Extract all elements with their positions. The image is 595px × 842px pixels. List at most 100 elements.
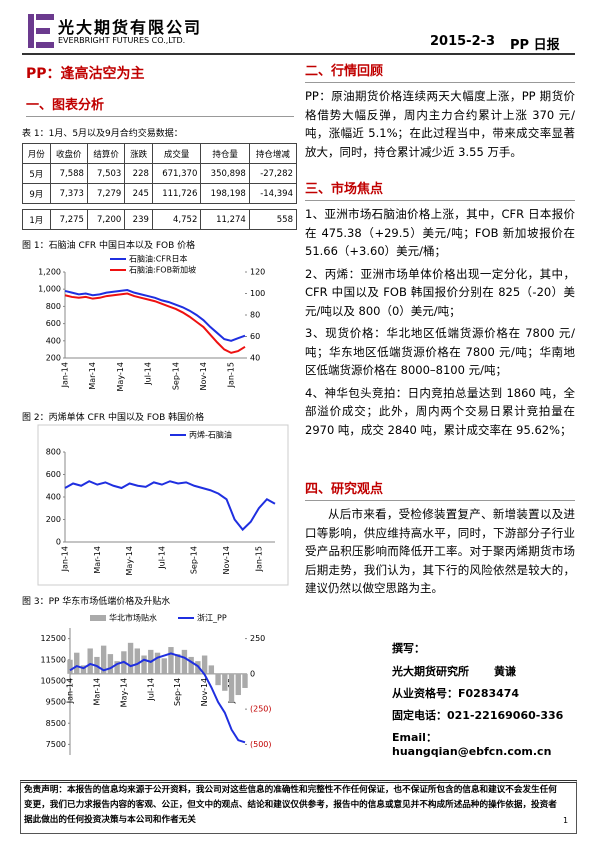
section-heading: 三、市场焦点: [305, 178, 575, 201]
legend-swatch: [90, 615, 106, 621]
bar: [114, 661, 120, 674]
x-tick-label: Jul-14: [157, 546, 166, 570]
x-tick-label: Nov-14: [200, 678, 209, 706]
table-cell: 7,275: [49, 209, 88, 230]
bar: [100, 645, 107, 674]
table-cell: 350,898: [200, 163, 250, 184]
x-tick-label: Mar-14: [92, 678, 101, 706]
y-tick-label: 0: [56, 538, 61, 547]
company: 光大期货有限公司: [58, 18, 203, 37]
bar: [235, 673, 241, 696]
paragraph: PP：原油期货价格连续两天大幅度上涨，PP 期货价格借势大幅反弹，周内主力合约累…: [305, 89, 575, 159]
paragraph: 1、亚洲市场石脑油价格上涨，其中，CFR 日本报价在 475.38（+29.5）…: [305, 207, 575, 258]
bar: [74, 652, 80, 674]
x-tick-label: May-14: [125, 546, 134, 575]
table-cell: 7,279: [86, 183, 126, 204]
author-phone: 固定电话：021-22169060-336: [392, 709, 564, 722]
section-heading: 四、研究观点: [305, 478, 575, 501]
table-cell: 9月: [22, 183, 51, 204]
paragraph: 4、神华包头竞拍：日内竞拍总量达到 1860 吨，全部溢价成交；此外，周内两个交…: [305, 385, 575, 437]
author-license: 从业资格号：F0283474: [392, 687, 520, 700]
author-name: 黄谦: [494, 665, 516, 678]
table-cell: 558: [248, 209, 298, 230]
legend-label: 石脑油:CFR日本: [129, 254, 187, 264]
y2-tick-label: 40: [250, 354, 260, 363]
table-cell: 月份: [22, 143, 51, 164]
figure-caption: 图 3：PP 华东市场低端价格及升贴水: [22, 597, 171, 607]
y-tick-label: 7500: [46, 740, 66, 749]
y-tick-label: 12500: [41, 634, 66, 643]
bar: [215, 673, 221, 686]
table-row: 5月 7,588 7,503 228 671,370 350,898 -27,282: [22, 163, 298, 184]
table-cell: 7,200: [86, 209, 126, 230]
y-tick-label: 8500: [46, 719, 66, 728]
x-tick-label: Jan-15: [227, 362, 236, 388]
data-table: 月份 收盘价 结算价 涨跌 成交量 持仓量 持仓增减 5月 7,588 7,503 228 671,3…: [22, 143, 298, 230]
disclaimer: 免责声明：本报告的信息均来源于公开资料，我公司对这些信息的准确性和完整性不作任何…: [24, 785, 557, 825]
table-cell: 11,274: [200, 209, 250, 230]
table-cell: 4,752: [151, 209, 202, 230]
table-cell: 7,503: [86, 163, 126, 184]
x-tick-label: Mar-14: [88, 362, 97, 390]
y-tick-label: 800: [46, 448, 61, 457]
y-tick-label: 800: [46, 302, 61, 311]
footer-frame: [20, 780, 577, 834]
table-cell: 持仓增减: [248, 143, 298, 164]
table-cell: 671,370: [151, 163, 202, 184]
table-cell: 7,373: [49, 183, 88, 204]
y2-tick-label: 120: [250, 268, 265, 277]
table-cell: 228: [124, 163, 153, 184]
y-tick-label: 1,200: [38, 268, 61, 277]
bar: [228, 673, 235, 703]
page-number: 1: [563, 816, 569, 825]
y-tick-label: 400: [46, 493, 61, 502]
legend-label: 华北市场贴水: [109, 613, 157, 623]
y2-tick-label: (500): [250, 740, 272, 749]
bar: [107, 654, 114, 674]
section: 四、研究观点从后市来看，受检修装置复产、新增装置以及进口等影响，供应维持高水平，…: [305, 478, 575, 598]
logo-icon: [28, 14, 54, 48]
paragraph: 3、现货价格：华北地区低端货源价格在 7800 元/吨；华东地区低端货源价格在 …: [305, 326, 575, 377]
x-tick-label: Jul-14: [146, 678, 155, 702]
table-cell: 7,588: [49, 163, 88, 184]
bar: [161, 658, 167, 674]
chart: 0 200 400 600 800 Jan-14 Mar-14 May-14 Jul-14 Sep…: [37, 424, 289, 586]
x-tick-label: Jan-14: [61, 362, 70, 388]
table-cell: 1月: [22, 209, 51, 230]
bar: [168, 647, 174, 674]
table-cell: -27,282: [248, 163, 298, 184]
table-cell: 111,726: [151, 183, 202, 204]
table-cell: 成交量: [151, 143, 202, 164]
company-en: EVERBRIGHT FUTURES CO.,LTD.: [58, 36, 186, 45]
table-row: 9月 7,373 7,279 245 111,726 198,198 -14,394: [22, 183, 298, 204]
figure-caption: 图 1：石脑油 CFR 中国日本以及 FOB 价格: [22, 241, 196, 251]
paragraph: 2、丙烯：亚洲市场单体价格出现一定分化，其中，CFR 中国以及 FOB 韩国报价…: [305, 266, 575, 318]
table-cell: 涨跌: [124, 143, 153, 164]
x-tick-label: Mar-14: [93, 546, 102, 574]
bar: [242, 673, 248, 688]
author-institute: 光大期货研究所: [392, 665, 469, 678]
table-cell: 5月: [22, 163, 51, 184]
bar: [154, 652, 161, 674]
figure-caption: 图 2：丙烯单体 CFR 中国以及 FOB 韩国价格: [22, 413, 205, 423]
x-tick-label: May-14: [116, 362, 125, 391]
y2-tick-label: (250): [250, 705, 272, 714]
table-cell: 198,198: [200, 183, 250, 204]
x-tick-label: Nov-14: [199, 362, 208, 390]
table-caption: 表 1：1月、5月以及9月合约交易数据：: [22, 129, 183, 139]
x-tick-label: Nov-14: [222, 546, 231, 574]
y2-tick-label: 100: [250, 289, 265, 298]
chart: 200 400 600 800 1,000 1,200 40 60 80 100 120 Jan-14…: [38, 254, 265, 392]
y-tick-label: 10500: [41, 676, 66, 685]
y-tick-label: 9500: [46, 698, 66, 707]
y2-tick-label: 60: [250, 332, 260, 341]
bar: [67, 659, 73, 674]
author-label: 撰写：: [392, 642, 425, 655]
report-name: PP 日报: [510, 38, 560, 53]
bar: [188, 656, 194, 674]
y2-tick-label: 0: [250, 669, 255, 678]
y2-tick-label: 80: [250, 311, 260, 320]
paragraph: 从后市来看，受检修装置复产、新增装置以及进口等影响，供应维持高水平，同时，下游部…: [305, 507, 575, 595]
table-cell: 持仓量: [200, 143, 250, 164]
table-cell: -14,394: [248, 183, 298, 204]
